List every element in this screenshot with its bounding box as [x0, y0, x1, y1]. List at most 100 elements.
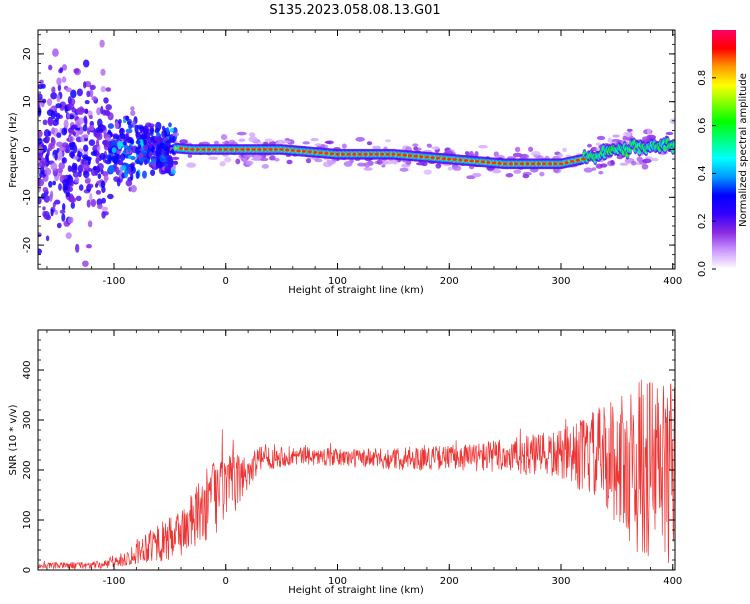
spectral-haze: [236, 131, 247, 136]
spectral-speckle: [100, 68, 106, 76]
spectral-speckle: [137, 143, 142, 150]
ridge-peak: [435, 156, 441, 160]
spectral-speckle: [82, 59, 90, 68]
spectral-speckle: [69, 136, 73, 143]
ridge-peak: [329, 152, 335, 156]
ridge-peak: [190, 148, 195, 151]
spectral-speckle: [152, 161, 157, 170]
spectral-speckle: [103, 139, 110, 148]
spectral-speckle: [170, 169, 176, 175]
spectral-speckle: [107, 123, 114, 130]
ridge-peak: [475, 160, 480, 163]
spectral-haze: [427, 144, 433, 149]
snr-plot: -100 0 100 200 300 400 0 100 200 300 400 Height of…: [8, 329, 682, 596]
spectral-speckle: [103, 97, 109, 104]
spectral-haze: [631, 160, 637, 166]
ridge-peak: [206, 148, 212, 151]
colorbar-scale: [712, 30, 736, 269]
ridge-peak: [458, 158, 463, 162]
spectral-speckle: [47, 130, 52, 137]
spectral-speckle: [136, 124, 144, 130]
spectral-haze: [619, 162, 629, 166]
spectral-speckle: [92, 165, 98, 171]
spectral-speckle: [81, 159, 87, 165]
spectral-speckle: [151, 146, 155, 153]
spectrogram-xlabel: Height of straight line (km): [288, 285, 424, 296]
spectral-speckle: [105, 104, 112, 111]
snr-ytick-label: 100: [22, 510, 33, 529]
ridge-peak: [352, 152, 357, 156]
spectral-speckle: [111, 155, 119, 164]
spectral-speckle: [132, 119, 136, 128]
spectral-speckle: [140, 133, 148, 140]
spectral-speckle: [61, 203, 66, 211]
ridge-peak: [581, 157, 586, 161]
spectral-speckle: [125, 115, 129, 121]
spectral-haze: [626, 128, 633, 132]
spectral-speckle: [72, 144, 78, 154]
snr-xtick-label: 100: [328, 576, 347, 587]
spectral-speckle: [38, 93, 43, 101]
spectral-speckle: [56, 222, 62, 229]
spectral-speckle: [73, 155, 79, 160]
spectral-speckle: [128, 123, 133, 129]
spectral-speckle: [83, 81, 87, 89]
spectral-speckle: [164, 165, 171, 174]
spectral-speckle: [57, 84, 62, 92]
spectral-speckle: [54, 210, 59, 215]
spectral-speckle: [50, 137, 56, 146]
spectral-speckle: [161, 129, 168, 138]
spectral-speckle: [66, 112, 71, 119]
spectrogram-xtick-label: 400: [663, 276, 682, 287]
spectral-speckle: [38, 178, 45, 187]
spectral-speckle: [58, 162, 66, 170]
spectral-speckle: [100, 85, 107, 93]
ridge-peak: [558, 162, 564, 166]
spectral-speckle: [45, 235, 50, 242]
spectral-haze: [269, 155, 276, 161]
spectral-speckle: [48, 142, 53, 152]
spectral-haze: [366, 141, 373, 146]
ridge-peak: [201, 148, 206, 151]
ridge-peak: [413, 154, 418, 158]
spectral-speckle: [93, 129, 97, 137]
spectral-speckle: [107, 165, 115, 174]
spectral-haze: [187, 154, 193, 158]
spectral-haze: [513, 169, 522, 174]
spectral-haze: [372, 145, 381, 150]
spectral-speckle: [142, 170, 147, 179]
spectral-haze: [264, 138, 274, 143]
spectral-speckle: [125, 179, 133, 187]
spectral-speckle: [55, 103, 62, 109]
ridge-peak: [536, 162, 541, 166]
spectral-haze: [641, 163, 649, 170]
spectral-haze: [562, 147, 567, 153]
spectral-haze: [281, 140, 291, 144]
colorbar-tick-label: 0.2: [697, 213, 708, 229]
spectral-haze: [224, 156, 232, 163]
ridge-peak: [268, 148, 273, 151]
spectral-speckle: [52, 48, 59, 57]
spectral-haze: [376, 159, 383, 165]
spectral-speckle: [102, 171, 109, 177]
spectral-haze: [595, 142, 601, 146]
ridge-peak: [363, 152, 368, 156]
snr-xtick-label: 200: [440, 576, 459, 587]
ridge-peak: [380, 152, 385, 156]
spectral-speckle: [100, 105, 104, 115]
spectrogram-xtick-label: -100: [103, 276, 126, 287]
spectral-speckle: [148, 151, 153, 158]
spectral-haze: [363, 167, 373, 171]
spectral-speckle: [41, 98, 47, 104]
spectral-speckle: [63, 185, 69, 191]
spectral-speckle: [59, 67, 64, 73]
spectral-speckle: [67, 174, 72, 180]
spectral-speckle: [99, 152, 106, 160]
spectral-speckle: [159, 153, 166, 163]
spectral-haze: [642, 158, 652, 164]
spectral-speckle: [77, 171, 82, 178]
spectral-haze: [324, 140, 333, 144]
spectral-speckle: [72, 131, 76, 136]
spectral-speckle: [130, 110, 136, 116]
ridge-peak: [335, 152, 340, 156]
